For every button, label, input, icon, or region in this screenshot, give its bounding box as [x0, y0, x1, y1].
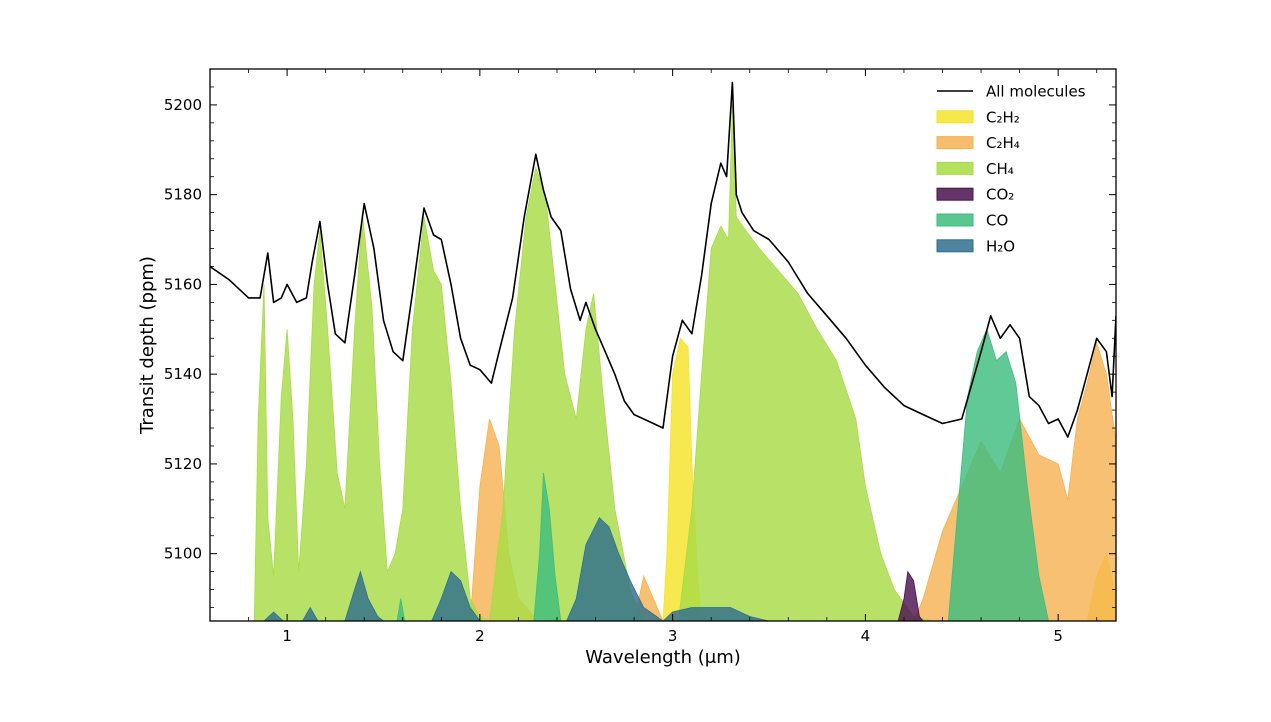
x-tick-label-3: 3 — [668, 627, 678, 645]
x-tick-label-2: 2 — [475, 627, 485, 645]
y-tick-label-5200: 5200 — [164, 96, 202, 114]
y-tick-label-5120: 5120 — [164, 455, 202, 473]
series-line-0 — [210, 81, 1116, 438]
legend-label-all-molecules: All molecules — [986, 83, 1086, 101]
legend-swatch-ch₄ — [936, 161, 974, 175]
axes-layer: 1 2 3 4 5 5100 5120 5140 5160 5180 5200 Wavelength … — [137, 68, 1117, 668]
legend-swatch-co — [936, 213, 974, 227]
areas-layer — [210, 104, 1116, 621]
legend-label-co: CO — [986, 212, 1008, 230]
x-tick-label-4: 4 — [861, 627, 871, 645]
legend-swatch-co₂ — [936, 187, 974, 201]
x-axis-label: Wavelength (μm) — [585, 647, 741, 668]
x-tick-label-5: 5 — [1053, 627, 1063, 645]
y-tick-label-5140: 5140 — [164, 365, 202, 383]
legend-label-c₂h₂: C₂H₂ — [986, 108, 1020, 126]
plot-frame — [209, 68, 1117, 622]
legend-label-h₂o: H₂O — [986, 237, 1015, 255]
y-tick-label-5160: 5160 — [164, 275, 202, 293]
legend-label-ch₄: CH₄ — [986, 160, 1014, 178]
series-area-3 — [210, 104, 1116, 621]
legend-label-co₂: CO₂ — [986, 186, 1014, 204]
legend-swatch-c₂h₂ — [936, 110, 974, 124]
y-tick-label-5180: 5180 — [164, 186, 202, 204]
series-area-5 — [210, 328, 1116, 621]
y-tick-label-5100: 5100 — [164, 545, 202, 563]
y-axis-label: Transit depth (ppm) — [137, 256, 158, 435]
series-area-4 — [210, 570, 1116, 621]
legend-swatch-h₂o — [936, 239, 974, 253]
series-area-6 — [210, 517, 1116, 621]
legend-swatch-c₂h₄ — [936, 136, 974, 150]
legend: All molecules C₂H₂ C₂H₄ CH₄ CO₂ CO H₂O — [936, 83, 1086, 255]
line-layer — [210, 81, 1116, 438]
x-tick-label-1: 1 — [282, 627, 292, 645]
legend-label-c₂h₄: C₂H₄ — [986, 134, 1020, 152]
